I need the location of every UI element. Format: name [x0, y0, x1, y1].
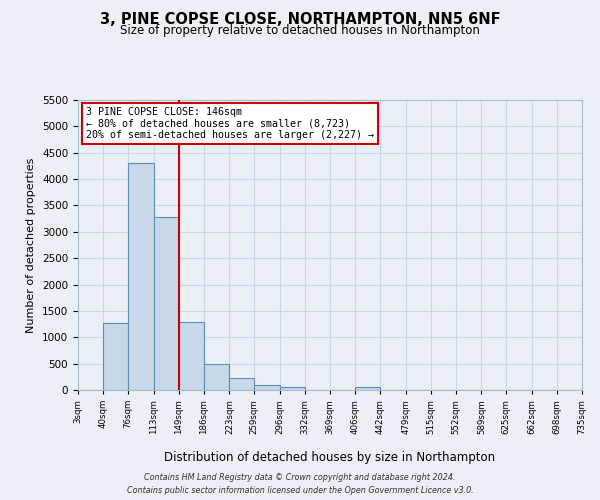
Bar [254, 386, 280, 390]
Bar [355, 388, 380, 390]
Bar [204, 364, 229, 390]
Bar [179, 322, 204, 390]
Bar [103, 323, 128, 390]
Text: Size of property relative to detached houses in Northampton: Size of property relative to detached ho… [120, 24, 480, 37]
Text: Contains HM Land Registry data © Crown copyright and database right 2024.
Contai: Contains HM Land Registry data © Crown c… [127, 474, 473, 495]
Bar [154, 216, 179, 390]
Text: 3, PINE COPSE CLOSE, NORTHAMPTON, NN5 6NF: 3, PINE COPSE CLOSE, NORTHAMPTON, NN5 6N… [100, 12, 500, 28]
Bar [229, 378, 254, 390]
Text: 3 PINE COPSE CLOSE: 146sqm
← 80% of detached houses are smaller (8,723)
20% of s: 3 PINE COPSE CLOSE: 146sqm ← 80% of deta… [86, 108, 374, 140]
Bar [128, 164, 154, 390]
Text: Distribution of detached houses by size in Northampton: Distribution of detached houses by size … [164, 451, 496, 464]
Y-axis label: Number of detached properties: Number of detached properties [26, 158, 37, 332]
Bar [280, 387, 305, 390]
